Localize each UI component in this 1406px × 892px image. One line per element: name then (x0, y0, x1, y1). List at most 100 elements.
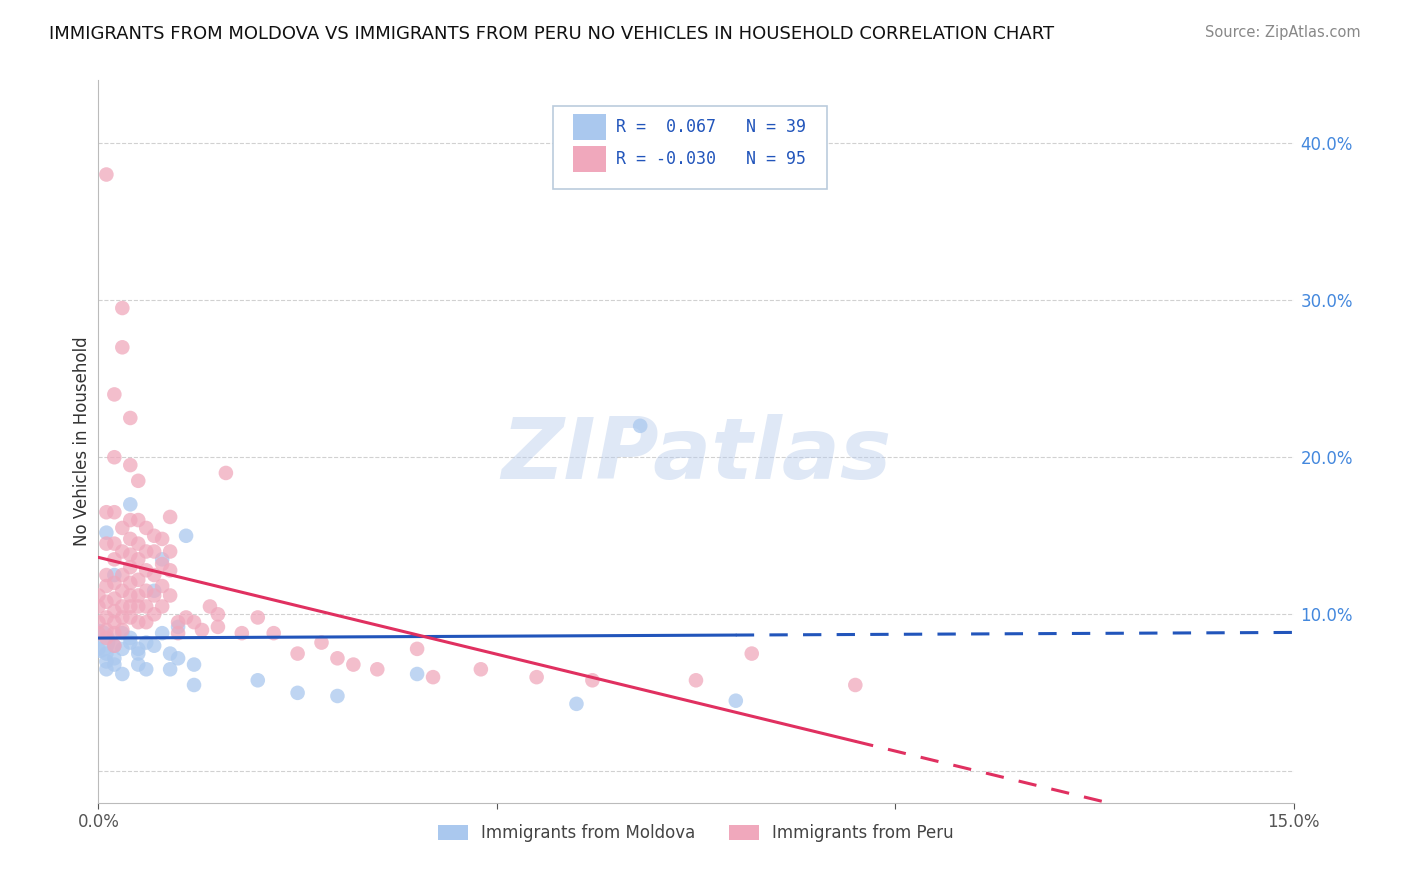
Point (143, 583, 166, 598)
Point (167, 620, 190, 634)
Point (581, 673, 603, 688)
Point (724, 694, 747, 708)
Point (103, 505, 125, 519)
Point (215, 466, 238, 480)
Point (311, 635, 333, 649)
Point (96, 568, 118, 582)
Point (127, 552, 149, 566)
Point (120, 631, 142, 645)
Point (96, 662, 118, 676)
Point (103, 450, 125, 465)
FancyBboxPatch shape (553, 105, 827, 189)
Point (111, 623, 134, 637)
Point (143, 544, 166, 558)
Point (103, 639, 125, 653)
Point (326, 651, 349, 665)
Point (120, 560, 142, 574)
Point (96, 579, 118, 593)
Point (326, 689, 349, 703)
Point (150, 557, 173, 571)
Point (406, 667, 429, 681)
Point (167, 615, 190, 630)
Bar (572, 114, 606, 140)
Point (103, 626, 125, 640)
Point (406, 641, 429, 656)
Point (150, 626, 173, 640)
Point (103, 657, 125, 672)
Point (526, 670, 548, 684)
Point (103, 591, 125, 606)
Point (96, 655, 118, 669)
Point (231, 626, 253, 640)
Point (96, 610, 118, 624)
Point (96, 595, 118, 609)
Point (103, 552, 125, 566)
Point (103, 568, 125, 582)
Point (143, 589, 166, 603)
Point (96, 647, 118, 661)
Point (159, 647, 181, 661)
Point (120, 575, 142, 590)
Point (628, 418, 651, 433)
Point (111, 521, 134, 535)
Point (159, 563, 181, 577)
Point (87, 599, 110, 614)
Point (135, 544, 157, 558)
Point (111, 301, 134, 315)
Point (174, 529, 197, 543)
Point (470, 662, 492, 676)
Point (167, 626, 190, 640)
Point (127, 536, 149, 550)
Point (246, 673, 269, 688)
Point (366, 662, 388, 676)
Point (207, 620, 229, 634)
Point (159, 544, 181, 558)
Point (96, 536, 118, 550)
Point (111, 626, 134, 640)
Point (127, 657, 149, 672)
Point (150, 552, 173, 566)
Point (135, 563, 157, 577)
Point (183, 678, 205, 692)
Point (263, 626, 285, 640)
Point (120, 411, 142, 425)
Point (103, 604, 125, 618)
Text: R =  0.067   N = 39: R = 0.067 N = 39 (616, 119, 806, 136)
Point (96, 168, 118, 182)
Text: IMMIGRANTS FROM MOLDOVA VS IMMIGRANTS FROM PERU NO VEHICLES IN HOUSEHOLD CORRELA: IMMIGRANTS FROM MOLDOVA VS IMMIGRANTS FR… (49, 25, 1054, 43)
Point (207, 607, 229, 622)
Point (135, 662, 157, 676)
Point (135, 583, 157, 598)
Point (150, 579, 173, 593)
Point (287, 686, 309, 700)
Point (111, 568, 134, 582)
Point (87, 615, 110, 630)
Point (183, 615, 205, 630)
Point (135, 599, 157, 614)
Point (342, 657, 364, 672)
Point (111, 641, 134, 656)
Point (120, 532, 142, 546)
Point (111, 610, 134, 624)
Point (741, 647, 763, 661)
Point (120, 513, 142, 527)
Point (120, 610, 142, 624)
Point (103, 575, 125, 590)
Point (111, 340, 134, 354)
Point (103, 651, 125, 665)
Point (87, 634, 110, 648)
Point (127, 573, 149, 587)
Text: R = -0.030   N = 95: R = -0.030 N = 95 (616, 150, 806, 168)
Point (422, 670, 444, 684)
Legend: Immigrants from Moldova, Immigrants from Peru: Immigrants from Moldova, Immigrants from… (432, 817, 960, 848)
Point (96, 505, 118, 519)
Point (111, 544, 134, 558)
Point (111, 583, 134, 598)
Point (87, 626, 110, 640)
Text: ZIPatlas: ZIPatlas (501, 415, 891, 498)
Point (103, 615, 125, 630)
Point (127, 647, 149, 661)
Point (246, 610, 269, 624)
Point (127, 589, 149, 603)
Point (198, 599, 221, 614)
